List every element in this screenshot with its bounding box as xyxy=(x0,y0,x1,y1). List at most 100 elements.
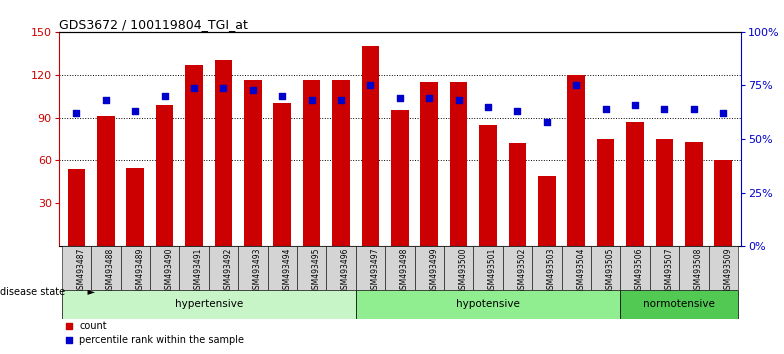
Bar xyxy=(391,110,408,246)
Point xyxy=(276,93,289,99)
Point xyxy=(217,85,230,90)
Text: hypertensive: hypertensive xyxy=(175,299,243,309)
Text: GSM493500: GSM493500 xyxy=(459,247,467,294)
Text: GSM493487: GSM493487 xyxy=(76,247,85,294)
Text: GSM493492: GSM493492 xyxy=(223,247,232,294)
Point xyxy=(305,98,318,103)
Point xyxy=(246,87,259,92)
Point xyxy=(129,108,141,114)
Point xyxy=(717,110,729,116)
Text: GSM493489: GSM493489 xyxy=(135,247,144,294)
Bar xyxy=(274,103,291,246)
Point xyxy=(335,98,347,103)
Point xyxy=(158,93,171,99)
Bar xyxy=(267,246,297,290)
Bar xyxy=(150,246,180,290)
Bar xyxy=(326,246,356,290)
Bar xyxy=(620,290,738,319)
Bar xyxy=(561,246,591,290)
Text: GSM493505: GSM493505 xyxy=(605,247,615,294)
Bar xyxy=(385,246,415,290)
Bar xyxy=(650,246,679,290)
Point xyxy=(688,106,700,112)
Text: GSM493499: GSM493499 xyxy=(429,247,438,294)
Bar xyxy=(415,246,444,290)
Bar xyxy=(620,246,650,290)
Bar xyxy=(450,82,467,246)
Point xyxy=(63,323,75,329)
Text: GSM493507: GSM493507 xyxy=(665,247,673,294)
Text: GSM493504: GSM493504 xyxy=(576,247,585,294)
Bar xyxy=(361,46,379,246)
Bar xyxy=(420,82,438,246)
Text: GSM493491: GSM493491 xyxy=(194,247,203,294)
Point xyxy=(540,119,553,125)
Text: GSM493502: GSM493502 xyxy=(517,247,526,294)
Text: GSM493494: GSM493494 xyxy=(282,247,291,294)
Bar xyxy=(62,290,356,319)
Text: GSM493508: GSM493508 xyxy=(694,247,702,294)
Point xyxy=(423,96,435,101)
Text: GSM493490: GSM493490 xyxy=(165,247,173,294)
Bar xyxy=(238,246,267,290)
Bar xyxy=(215,61,232,246)
Text: percentile rank within the sample: percentile rank within the sample xyxy=(79,335,245,345)
Point xyxy=(71,110,82,116)
Bar xyxy=(503,246,532,290)
Text: GSM493498: GSM493498 xyxy=(400,247,408,294)
Bar xyxy=(180,246,209,290)
Bar xyxy=(356,290,620,319)
Text: hypotensive: hypotensive xyxy=(456,299,520,309)
Bar xyxy=(91,246,121,290)
Bar xyxy=(709,246,738,290)
Point xyxy=(511,108,524,114)
Bar xyxy=(626,122,644,246)
Bar xyxy=(568,75,585,246)
Bar xyxy=(655,139,673,246)
Bar xyxy=(303,80,321,246)
Text: GSM493503: GSM493503 xyxy=(546,247,556,294)
Text: count: count xyxy=(79,321,107,331)
Bar xyxy=(297,246,326,290)
Text: GSM493506: GSM493506 xyxy=(635,247,644,294)
Point xyxy=(452,98,465,103)
Bar xyxy=(209,246,238,290)
Text: GSM493497: GSM493497 xyxy=(370,247,379,294)
Text: disease state: disease state xyxy=(0,287,65,297)
Bar xyxy=(97,116,114,246)
Bar xyxy=(597,139,615,246)
Bar xyxy=(67,169,85,246)
Bar xyxy=(444,246,474,290)
Point xyxy=(100,98,112,103)
Text: GSM493495: GSM493495 xyxy=(311,247,321,294)
Text: GSM493493: GSM493493 xyxy=(252,247,262,294)
Text: ►: ► xyxy=(0,287,95,297)
Text: GSM493501: GSM493501 xyxy=(488,247,497,294)
Bar xyxy=(509,143,526,246)
Point xyxy=(659,106,671,112)
Bar xyxy=(685,142,702,246)
Bar xyxy=(474,246,503,290)
Text: normotensive: normotensive xyxy=(643,299,715,309)
Bar xyxy=(244,80,262,246)
Text: GSM493496: GSM493496 xyxy=(341,247,350,294)
Point xyxy=(599,106,612,112)
Bar xyxy=(532,246,561,290)
Text: GDS3672 / 100119804_TGI_at: GDS3672 / 100119804_TGI_at xyxy=(59,18,248,31)
Bar xyxy=(538,176,556,246)
Point xyxy=(364,82,376,88)
Point xyxy=(394,96,406,101)
Bar xyxy=(479,125,497,246)
Point xyxy=(570,82,583,88)
Bar xyxy=(62,246,91,290)
Point xyxy=(187,85,200,90)
Bar xyxy=(185,65,203,246)
Bar xyxy=(121,246,150,290)
Bar xyxy=(126,167,144,246)
Point xyxy=(629,102,641,108)
Bar xyxy=(591,246,620,290)
Bar xyxy=(332,80,350,246)
Text: GSM493488: GSM493488 xyxy=(106,247,114,294)
Bar xyxy=(714,160,732,246)
Bar xyxy=(156,105,173,246)
